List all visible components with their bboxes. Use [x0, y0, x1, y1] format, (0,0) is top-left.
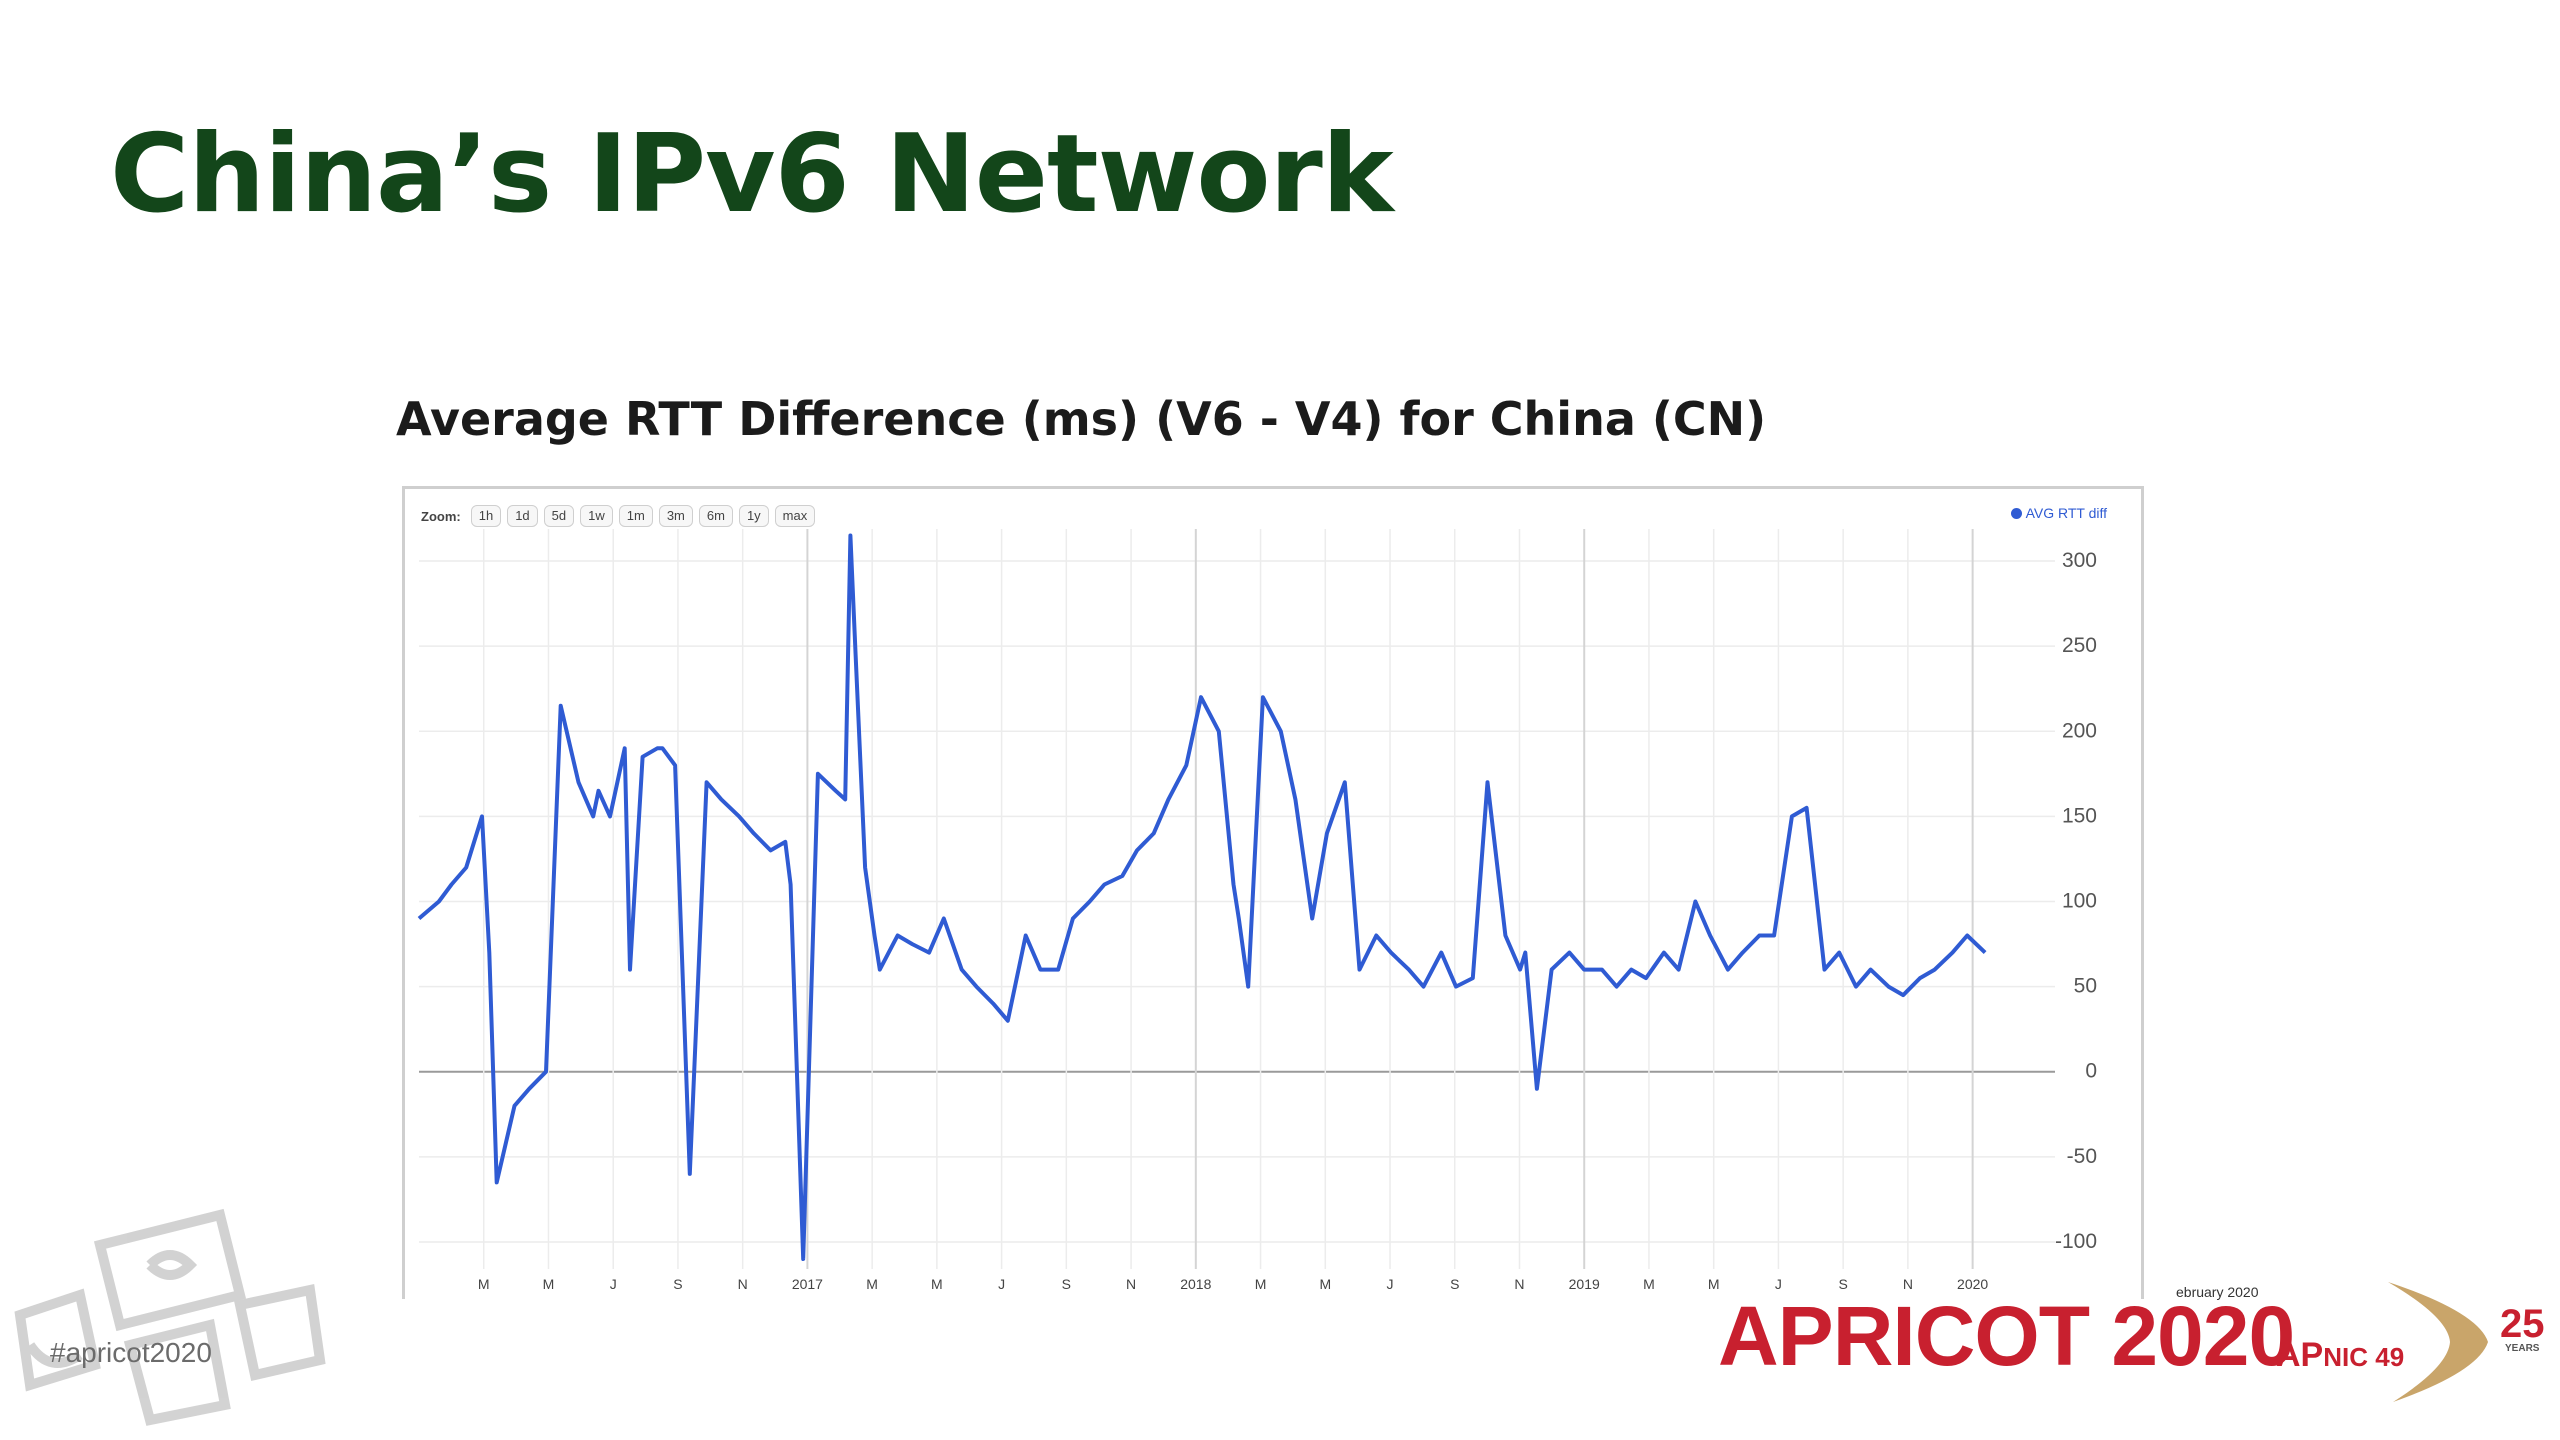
zoom-button-6m[interactable]: 6m: [698, 505, 733, 527]
y-tick-label: 150: [2062, 804, 2097, 827]
chart-frame: M M J S N 2017 M M J S N 2018 M M J S N 2019 M M J S N 2020 300 2…: [402, 486, 2144, 1299]
x-tick-label: J: [998, 1276, 1005, 1292]
series-line-avg-rtt-diff: [417, 533, 1987, 1261]
chart-title: Average RTT Difference (ms) (V6 - V4) fo…: [396, 392, 1767, 446]
y-tick-label: 300: [2062, 549, 2097, 572]
y-tick-label: 200: [2062, 719, 2097, 742]
y-tick-label: 250: [2062, 634, 2097, 657]
x-tick-label: M: [931, 1276, 943, 1292]
event-date: ebruary 2020: [2176, 1284, 2259, 1300]
chart-plot: M M J S N 2017 M M J S N 2018 M M J S N 2019 M M J S N 2020 300 2…: [417, 529, 2097, 1292]
y-tick-label: -100: [2055, 1230, 2097, 1253]
event-name: APRICOT 2020: [1718, 1289, 2295, 1383]
x-tick-label: M: [1255, 1276, 1267, 1292]
apnic-label: APNIC 49: [2276, 1336, 2404, 1375]
y-tick-label: 0: [2085, 1060, 2097, 1083]
x-tick-label: M: [1708, 1276, 1720, 1292]
anniversary-number: 25: [2500, 1302, 2545, 1346]
y-tick-label: -50: [2067, 1145, 2097, 1168]
x-tick-label: S: [1062, 1276, 1071, 1292]
hashtag: #apricot2020: [50, 1337, 212, 1368]
swoosh-logo: [2388, 1282, 2488, 1402]
zoom-button-1h[interactable]: 1h: [470, 505, 502, 527]
slide-title: China’s IPv6 Network: [110, 112, 1394, 237]
x-tick-label: J: [1387, 1276, 1394, 1292]
x-tick-label: M: [543, 1276, 555, 1292]
zoom-button-5d[interactable]: 5d: [543, 505, 575, 527]
y-tick-label: 50: [2074, 975, 2097, 998]
zoom-button-1w[interactable]: 1w: [580, 505, 613, 527]
zoom-button-1d[interactable]: 1d: [507, 505, 538, 527]
x-tick-label: 2018: [1180, 1276, 1211, 1292]
legend-label: AVG RTT diff: [2025, 505, 2107, 521]
x-tick-label: M: [1319, 1276, 1331, 1292]
zoom-button-group: 1h 1d 5d 1w 1m 3m 6m 1y max: [470, 505, 816, 527]
x-tick-label: M: [1643, 1276, 1655, 1292]
x-tick-label: N: [1514, 1276, 1524, 1292]
x-tick-label: S: [673, 1276, 682, 1292]
legend[interactable]: AVG RTT diff: [2010, 505, 2107, 521]
anniversary-badge: 25 YEARS: [2500, 1304, 2545, 1354]
x-tick-label: N: [1903, 1276, 1913, 1292]
zoom-label: Zoom:: [421, 508, 461, 524]
zoom-button-1y[interactable]: 1y: [738, 505, 769, 527]
zoom-button-max[interactable]: max: [774, 505, 816, 527]
zoom-bar: Zoom: 1h 1d 5d 1w 1m 3m 6m 1y max: [421, 505, 816, 527]
zoom-button-1m[interactable]: 1m: [618, 505, 653, 527]
apricot-pattern-logo: [14, 1208, 326, 1426]
x-tick-label: J: [1775, 1276, 1782, 1292]
anniversary-sub: YEARS: [2505, 1343, 2540, 1354]
x-tick-label: 2017: [792, 1276, 823, 1292]
x-tick-label: S: [1450, 1276, 1459, 1292]
x-tick-label: N: [738, 1276, 748, 1292]
x-tick-label: J: [610, 1276, 617, 1292]
x-tick-label: M: [478, 1276, 490, 1292]
apnic-prefix: AP: [2276, 1336, 2324, 1374]
apnic-suffix: NIC 49: [2323, 1342, 2405, 1372]
zoom-button-3m[interactable]: 3m: [658, 505, 693, 527]
legend-marker-icon: [2010, 507, 2022, 519]
y-tick-label: 100: [2062, 890, 2097, 913]
x-tick-label: S: [1838, 1276, 1847, 1292]
x-tick-label: 2020: [1957, 1276, 1988, 1292]
x-tick-label: M: [866, 1276, 878, 1292]
x-tick-label: 2019: [1569, 1276, 1600, 1292]
x-tick-label: N: [1126, 1276, 1136, 1292]
